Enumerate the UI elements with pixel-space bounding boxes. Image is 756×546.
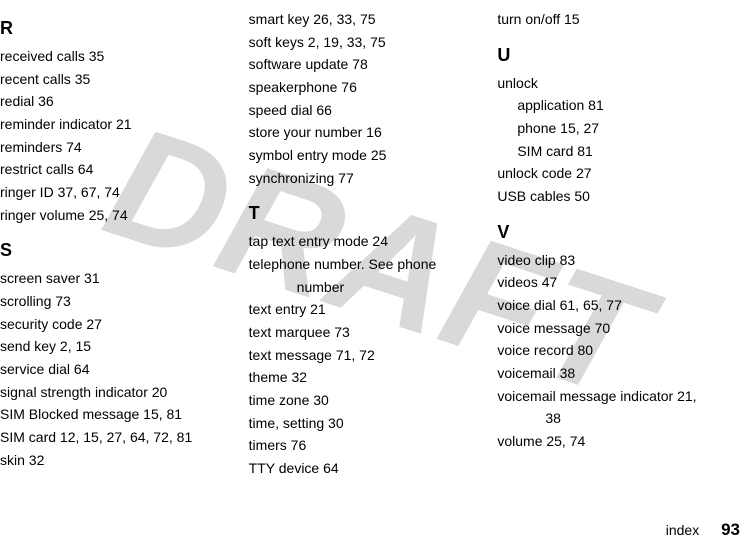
page-footer: index 93 xyxy=(666,520,740,540)
index-entry: TTY device 64 xyxy=(249,457,486,480)
index-entry: videos 47 xyxy=(497,271,734,294)
index-entry: recent calls 35 xyxy=(0,68,237,91)
section-head: R xyxy=(0,18,237,39)
index-entry: phone 15, 27 xyxy=(497,117,734,140)
index-entry: soft keys 2, 19, 33, 75 xyxy=(249,31,486,54)
section-head: S xyxy=(0,240,237,261)
footer-page-number: 93 xyxy=(721,520,740,539)
index-entry: service dial 64 xyxy=(0,358,237,381)
index-entry: ringer volume 25, 74 xyxy=(0,204,237,227)
index-entry: voice dial 61, 65, 77 xyxy=(497,294,734,317)
index-entry: number xyxy=(249,276,486,299)
index-entry: voice record 80 xyxy=(497,339,734,362)
index-entry: reminders 74 xyxy=(0,136,237,159)
index-entry: text entry 21 xyxy=(249,298,486,321)
section-head: U xyxy=(497,45,734,66)
index-entry: time zone 30 xyxy=(249,389,486,412)
index-entry: ringer ID 37, 67, 74 xyxy=(0,181,237,204)
index-entry: SIM Blocked message 15, 81 xyxy=(0,403,237,426)
index-entry: video clip 83 xyxy=(497,249,734,272)
index-entry: telephone number. See phone xyxy=(249,253,486,276)
index-entry: smart key 26, 33, 75 xyxy=(249,8,486,31)
index-column: Rreceived calls 35recent calls 35redial … xyxy=(0,4,249,510)
index-entry: timers 76 xyxy=(249,434,486,457)
index-entry: symbol entry mode 25 xyxy=(249,144,486,167)
index-entry: turn on/off 15 xyxy=(497,8,734,31)
index-entry: application 81 xyxy=(497,94,734,117)
section-head: T xyxy=(249,203,486,224)
index-column: smart key 26, 33, 75soft keys 2, 19, 33,… xyxy=(249,4,498,510)
index-entry: skin 32 xyxy=(0,449,237,472)
index-entry: software update 78 xyxy=(249,53,486,76)
footer-label: index xyxy=(666,522,699,538)
index-entry: 38 xyxy=(497,407,734,430)
index-entry: volume 25, 74 xyxy=(497,430,734,453)
index-entry: USB cables 50 xyxy=(497,185,734,208)
index-entry: time, setting 30 xyxy=(249,412,486,435)
index-entry: screen saver 31 xyxy=(0,267,237,290)
index-entry: received calls 35 xyxy=(0,45,237,68)
index-entry: text message 71, 72 xyxy=(249,344,486,367)
index-entry: SIM card 81 xyxy=(497,140,734,163)
index-entry: restrict calls 64 xyxy=(0,158,237,181)
index-column: turn on/off 15 Uunlockapplication 81phone… xyxy=(497,4,746,510)
index-entry: speakerphone 76 xyxy=(249,76,486,99)
index-entry: voicemail 38 xyxy=(497,362,734,385)
index-columns: Rreceived calls 35recent calls 35redial … xyxy=(0,0,756,510)
index-entry: text marquee 73 xyxy=(249,321,486,344)
index-entry: unlock xyxy=(497,72,734,95)
index-entry: speed dial 66 xyxy=(249,99,486,122)
index-entry: voice message 70 xyxy=(497,317,734,340)
section-head: V xyxy=(497,222,734,243)
index-entry: signal strength indicator 20 xyxy=(0,381,237,404)
index-entry: scrolling 73 xyxy=(0,290,237,313)
index-entry: theme 32 xyxy=(249,366,486,389)
index-entry: tap text entry mode 24 xyxy=(249,230,486,253)
index-entry: redial 36 xyxy=(0,90,237,113)
index-entry: store your number 16 xyxy=(249,121,486,144)
index-entry: reminder indicator 21 xyxy=(0,113,237,136)
index-entry: voicemail message indicator 21, xyxy=(497,385,734,408)
index-entry: unlock code 27 xyxy=(497,162,734,185)
index-entry: SIM card 12, 15, 27, 64, 72, 81 xyxy=(0,426,237,449)
index-entry: synchronizing 77 xyxy=(249,167,486,190)
index-entry: security code 27 xyxy=(0,313,237,336)
index-entry: send key 2, 15 xyxy=(0,335,237,358)
